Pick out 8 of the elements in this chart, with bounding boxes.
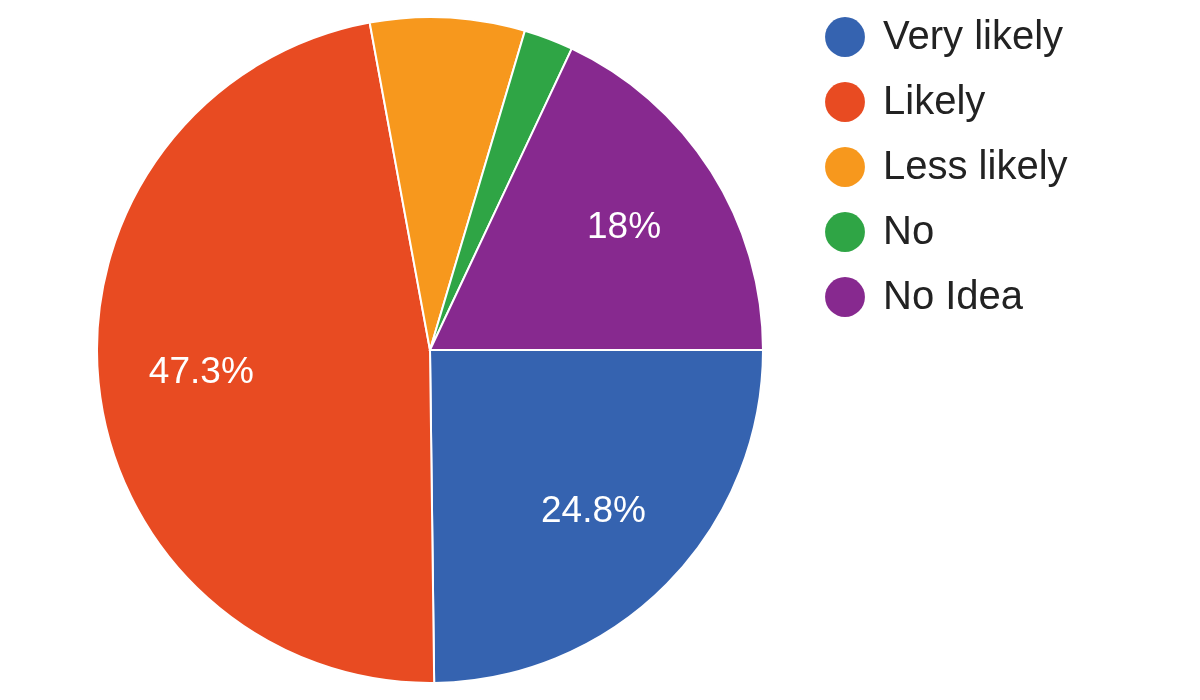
- legend-label: No: [883, 208, 935, 252]
- data-label: 18%: [586, 204, 662, 246]
- legend-label: Very likely: [883, 13, 1064, 57]
- legend-label: No Idea: [883, 273, 1024, 317]
- legend-label: Likely: [883, 78, 986, 122]
- data-label: 47.3%: [148, 350, 254, 392]
- data-label: 24.8%: [541, 489, 646, 531]
- legend-label: Less likely: [883, 143, 1068, 187]
